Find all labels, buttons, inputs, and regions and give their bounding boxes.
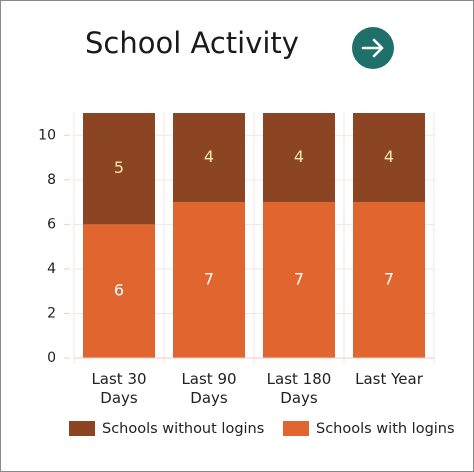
legend-swatch (283, 421, 309, 436)
bar-segment (263, 113, 335, 203)
arrow-icon[interactable] (361, 38, 384, 58)
data-label: 4 (204, 147, 214, 166)
data-label: 7 (294, 270, 304, 289)
data-label: 6 (114, 281, 124, 300)
data-label: 4 (384, 147, 394, 166)
chart-title: School Activity (85, 26, 299, 60)
legend-label: Schools with logins (316, 421, 455, 437)
bar-segment (173, 202, 245, 358)
bar-segment (353, 202, 425, 358)
x-tick-label: Last 180 Days (266, 370, 332, 407)
y-tick-label: 2 (47, 305, 56, 321)
x-tick-label: Last Year (355, 370, 423, 388)
bar-segment (83, 113, 155, 225)
data-label: 7 (384, 270, 394, 289)
open-button[interactable] (352, 27, 394, 69)
bar-segment (173, 113, 245, 203)
x-tick-label: Last 90 Days (181, 370, 237, 407)
legend-swatch (69, 421, 95, 436)
x-tick-label: Last 30 Days (91, 370, 147, 407)
y-tick-label: 6 (47, 216, 56, 232)
y-tick-label: 0 (47, 350, 56, 366)
data-label: 4 (294, 147, 304, 166)
data-label: 5 (114, 158, 124, 177)
y-tick-label: 4 (47, 261, 56, 277)
bar-segment (263, 202, 335, 358)
bar-segment (353, 113, 425, 203)
data-label: 7 (204, 270, 214, 289)
y-tick-label: 10 (38, 127, 56, 143)
legend-label: Schools without logins (102, 421, 264, 437)
bar-segment (83, 224, 155, 358)
y-tick-label: 8 (47, 172, 56, 188)
